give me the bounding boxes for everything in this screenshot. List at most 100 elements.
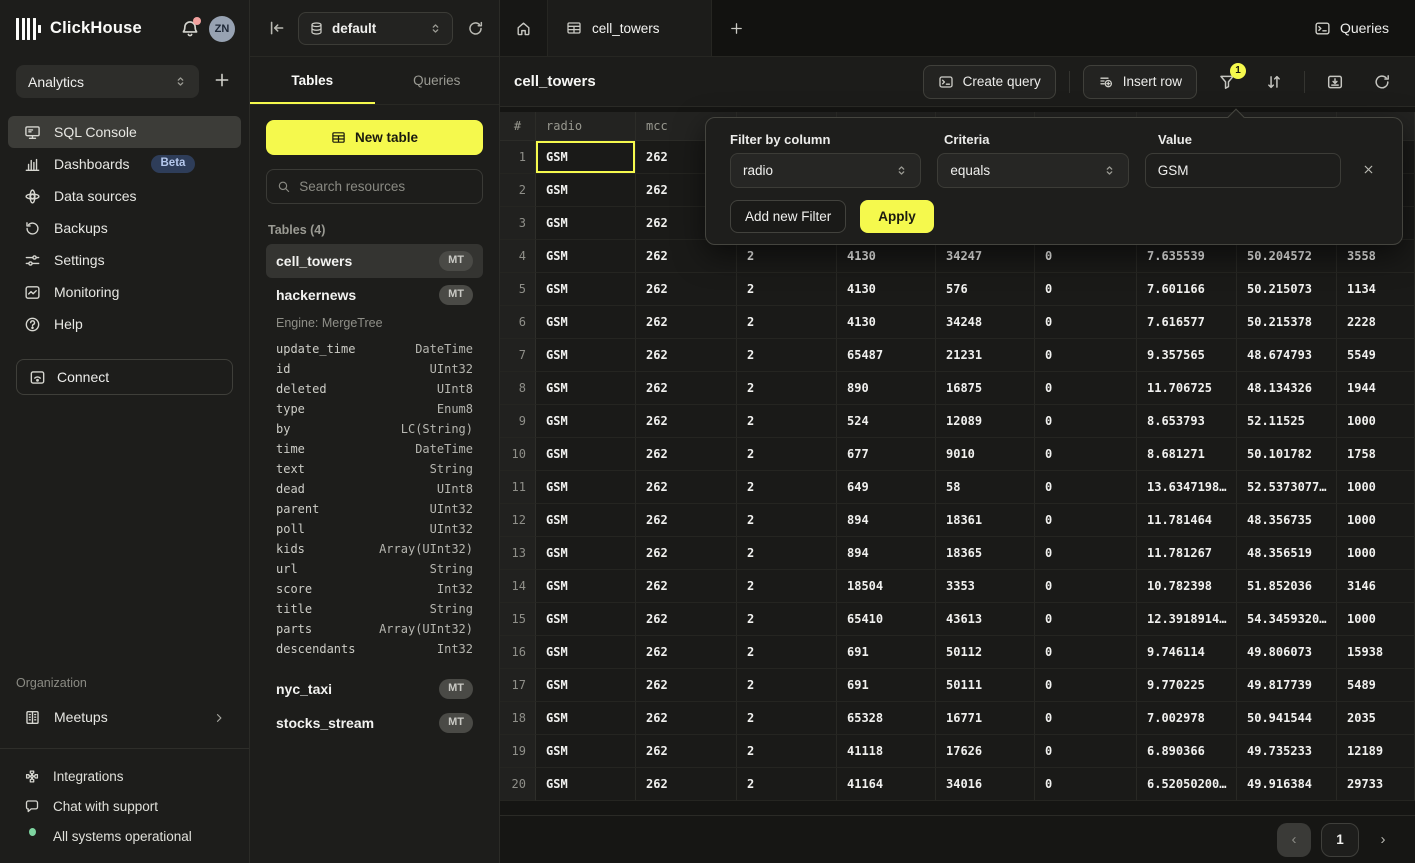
refresh-button[interactable] — [1365, 65, 1399, 99]
next-page-button[interactable]: › — [1369, 823, 1397, 857]
table-item-stocks_stream[interactable]: stocks_stream MT — [266, 706, 483, 740]
grid-cell[interactable]: 41164 — [837, 768, 936, 801]
grid-cell[interactable]: 48.134326 — [1237, 372, 1337, 405]
collapse-panel-icon[interactable] — [268, 19, 286, 37]
grid-cell[interactable]: 2 — [737, 537, 837, 570]
grid-cell[interactable]: GSM — [536, 537, 636, 570]
grid-cell[interactable]: 7.616577 — [1137, 306, 1237, 339]
grid-cell[interactable]: 3146 — [1337, 570, 1415, 603]
grid-cell[interactable]: 34016 — [936, 768, 1035, 801]
filter-button[interactable]: 1 — [1210, 62, 1246, 99]
grid-cell[interactable]: 52.5373077… — [1237, 471, 1337, 504]
home-tab[interactable] — [500, 0, 548, 56]
row-number[interactable]: 15 — [500, 603, 536, 636]
grid-cell[interactable]: 11.781267 — [1137, 537, 1237, 570]
grid-cell[interactable]: 2035 — [1337, 702, 1415, 735]
insert-row-button[interactable]: Insert row — [1082, 64, 1197, 99]
grid-cell[interactable]: 29733 — [1337, 768, 1415, 801]
grid-cell[interactable]: GSM — [536, 273, 636, 306]
grid-cell[interactable]: 1000 — [1337, 603, 1415, 636]
tab-cell-towers[interactable]: cell_towers — [548, 0, 712, 56]
avatar[interactable]: ZN — [209, 15, 235, 42]
row-number[interactable]: 11 — [500, 471, 536, 504]
grid-cell[interactable]: 50112 — [936, 636, 1035, 669]
grid-cell[interactable]: 262 — [636, 570, 737, 603]
row-number[interactable]: 14 — [500, 570, 536, 603]
row-number[interactable]: 12 — [500, 504, 536, 537]
create-query-button[interactable]: Create query — [922, 64, 1056, 99]
grid-cell[interactable]: 262 — [636, 372, 737, 405]
grid-cell[interactable]: 0 — [1035, 735, 1137, 768]
table-item-cell_towers[interactable]: cell_towers MT — [266, 244, 483, 278]
grid-cell[interactable]: 262 — [636, 669, 737, 702]
grid-cell[interactable]: 8.653793 — [1137, 405, 1237, 438]
grid-cell[interactable]: 262 — [636, 438, 737, 471]
grid-cell[interactable]: 11.781464 — [1137, 504, 1237, 537]
grid-cell[interactable]: 2 — [737, 339, 837, 372]
grid-cell[interactable]: GSM — [536, 504, 636, 537]
grid-cell[interactable]: 50111 — [936, 669, 1035, 702]
grid-cell[interactable]: 18504 — [837, 570, 936, 603]
grid-cell[interactable]: 48.674793 — [1237, 339, 1337, 372]
grid-cell[interactable]: 262 — [636, 702, 737, 735]
grid-cell[interactable]: 17626 — [936, 735, 1035, 768]
grid-cell[interactable]: 9.746114 — [1137, 636, 1237, 669]
grid-cell[interactable]: 691 — [837, 636, 936, 669]
grid-cell[interactable]: 65410 — [837, 603, 936, 636]
notifications-bell-icon[interactable] — [180, 16, 201, 39]
grid-cell[interactable]: 2 — [737, 669, 837, 702]
grid-cell[interactable]: GSM — [536, 735, 636, 768]
grid-cell[interactable]: 0 — [1035, 372, 1137, 405]
grid-cell[interactable]: 9.770225 — [1137, 669, 1237, 702]
grid-cell[interactable]: 13.6347198… — [1137, 471, 1237, 504]
grid-cell[interactable]: GSM — [536, 207, 636, 240]
grid-cell[interactable]: 52.11525 — [1237, 405, 1337, 438]
row-number[interactable]: 9 — [500, 405, 536, 438]
grid-cell[interactable]: GSM — [536, 240, 636, 273]
row-number[interactable]: 1 — [500, 141, 536, 174]
filter-criteria-select[interactable]: equals — [937, 153, 1129, 188]
grid-cell[interactable]: GSM — [536, 438, 636, 471]
grid-cell[interactable]: 2 — [737, 504, 837, 537]
grid-cell[interactable]: 2 — [737, 570, 837, 603]
grid-cell[interactable]: 16771 — [936, 702, 1035, 735]
grid-cell[interactable]: 2 — [737, 438, 837, 471]
filter-value-input[interactable] — [1144, 153, 1341, 188]
grid-cell[interactable]: 677 — [837, 438, 936, 471]
grid-cell[interactable]: 21231 — [936, 339, 1035, 372]
previous-page-button[interactable]: ‹ — [1277, 822, 1311, 857]
row-number[interactable]: 16 — [500, 636, 536, 669]
grid-cell[interactable]: 262 — [636, 768, 737, 801]
grid-cell[interactable]: 1944 — [1337, 372, 1415, 405]
grid-cell[interactable]: 12.3918914… — [1137, 603, 1237, 636]
grid-cell[interactable]: 2 — [737, 306, 837, 339]
grid-cell[interactable]: 2 — [737, 603, 837, 636]
filter-column-select[interactable]: radio — [730, 153, 922, 188]
sort-button[interactable] — [1257, 65, 1291, 99]
row-number[interactable]: 20 — [500, 768, 536, 801]
row-number[interactable]: 13 — [500, 537, 536, 570]
grid-cell[interactable]: 2 — [737, 768, 837, 801]
grid-cell[interactable]: 262 — [636, 339, 737, 372]
grid-cell[interactable]: 2 — [737, 471, 837, 504]
sidebar-item-help[interactable]: Help — [8, 308, 241, 340]
grid-cell[interactable]: 691 — [837, 669, 936, 702]
row-number[interactable]: 18 — [500, 702, 536, 735]
grid-cell[interactable]: GSM — [536, 471, 636, 504]
grid-cell[interactable]: 50.101782 — [1237, 438, 1337, 471]
grid-cell[interactable]: 0 — [1035, 438, 1137, 471]
grid-cell[interactable]: 524 — [837, 405, 936, 438]
grid-cell[interactable]: 18361 — [936, 504, 1035, 537]
grid-cell[interactable]: 51.852036 — [1237, 570, 1337, 603]
table-item-nyc_taxi[interactable]: nyc_taxi MT — [266, 672, 483, 706]
resources-tab-tables[interactable]: Tables — [250, 57, 375, 104]
row-number[interactable]: 5 — [500, 273, 536, 306]
grid-cell[interactable]: 15938 — [1337, 636, 1415, 669]
grid-cell[interactable]: 262 — [636, 273, 737, 306]
grid-cell[interactable]: 6.890366 — [1137, 735, 1237, 768]
grid-cell[interactable]: 262 — [636, 306, 737, 339]
grid-cell[interactable]: 2 — [737, 636, 837, 669]
grid-cell[interactable]: 0 — [1035, 570, 1137, 603]
grid-cell[interactable]: 262 — [636, 603, 737, 636]
sidebar-footer-item-integrations[interactable]: Integrations — [8, 761, 241, 791]
